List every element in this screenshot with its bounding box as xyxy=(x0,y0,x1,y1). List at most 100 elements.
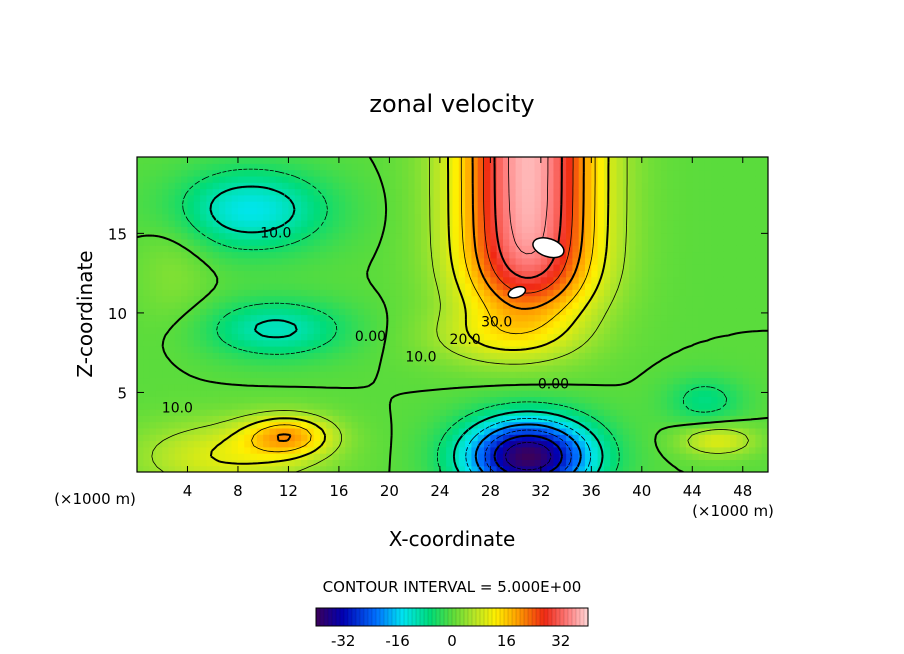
field-cell xyxy=(332,358,340,366)
field-cell xyxy=(256,327,264,334)
field-cell xyxy=(471,440,479,448)
field-cell xyxy=(174,283,182,290)
field-cell xyxy=(338,346,346,353)
field-cell xyxy=(269,182,277,190)
field-cell xyxy=(193,427,201,435)
field-cell xyxy=(414,358,422,366)
field-cell xyxy=(641,352,649,360)
field-cell xyxy=(345,390,353,397)
field-cell xyxy=(591,232,599,240)
field-cell xyxy=(610,232,618,240)
field-cell xyxy=(155,459,163,467)
field-cell xyxy=(137,459,144,467)
field-cell xyxy=(685,346,693,353)
field-cell xyxy=(616,238,624,246)
field-cell xyxy=(685,226,693,234)
field-cell xyxy=(168,289,176,297)
field-cell xyxy=(648,308,656,316)
field-cell xyxy=(313,194,321,202)
field-cell xyxy=(553,364,561,372)
field-cell xyxy=(502,377,510,385)
field-cell xyxy=(591,264,599,271)
field-cell xyxy=(288,157,296,164)
field-cell xyxy=(193,333,201,341)
field-cell xyxy=(591,295,599,303)
field-cell xyxy=(364,459,372,467)
field-cell xyxy=(345,465,353,472)
field-cell xyxy=(452,346,460,353)
field-cell xyxy=(294,264,302,271)
field-cell xyxy=(698,314,706,322)
field-cell xyxy=(345,333,353,341)
field-cell xyxy=(370,346,378,353)
field-cell xyxy=(307,465,315,472)
field-cell xyxy=(711,459,719,467)
field-cell xyxy=(427,308,435,316)
field-cell xyxy=(250,257,258,265)
field-cell xyxy=(345,232,353,240)
field-cell xyxy=(149,358,157,366)
field-cell xyxy=(484,238,491,246)
field-cell xyxy=(730,169,738,177)
field-cell xyxy=(351,194,359,202)
field-cell xyxy=(376,257,384,265)
field-cell xyxy=(648,157,656,164)
field-cell xyxy=(256,453,264,460)
field-cell xyxy=(723,434,731,442)
field-cell xyxy=(155,358,163,366)
field-cell xyxy=(660,301,668,309)
field-cell xyxy=(439,352,447,360)
field-cell xyxy=(288,465,296,472)
field-cell xyxy=(376,446,384,454)
field-cell xyxy=(420,421,428,429)
field-cell xyxy=(610,415,618,423)
field-cell xyxy=(559,226,567,234)
field-cell xyxy=(528,251,536,259)
field-cell xyxy=(206,459,214,467)
field-cell xyxy=(490,238,498,246)
field-cell xyxy=(237,220,245,227)
field-cell xyxy=(698,415,706,423)
field-cell xyxy=(730,415,738,423)
field-cell xyxy=(673,232,681,240)
field-cell xyxy=(458,339,466,347)
field-cell xyxy=(319,396,327,404)
field-cell xyxy=(408,377,416,385)
field-cell xyxy=(143,465,151,472)
field-cell xyxy=(351,201,359,208)
field-cell xyxy=(162,320,170,328)
field-cell xyxy=(547,226,555,234)
field-cell xyxy=(502,264,510,271)
field-cell xyxy=(301,320,308,328)
field-cell xyxy=(578,157,586,164)
field-cell xyxy=(635,459,643,467)
field-cell xyxy=(559,402,567,410)
field-cell xyxy=(679,308,687,316)
field-cell xyxy=(200,232,208,240)
field-cell xyxy=(395,188,403,196)
field-cell xyxy=(559,390,567,397)
field-cell xyxy=(351,289,359,297)
field-cell xyxy=(395,364,403,372)
field-cell xyxy=(181,396,189,404)
field-cell xyxy=(723,421,731,429)
field-cell xyxy=(603,427,611,435)
field-cell xyxy=(427,220,435,227)
field-cell xyxy=(465,390,473,397)
field-cell xyxy=(515,207,523,215)
field-cell xyxy=(597,238,605,246)
field-cell xyxy=(263,434,271,442)
field-cell xyxy=(326,364,334,372)
field-cell xyxy=(559,415,567,423)
field-cell xyxy=(395,283,403,290)
field-cell xyxy=(408,238,416,246)
field-cell xyxy=(427,283,435,290)
field-cell xyxy=(200,465,208,472)
field-cell xyxy=(667,409,674,416)
field-cell xyxy=(742,415,750,423)
field-cell xyxy=(673,226,681,234)
field-cell xyxy=(749,163,756,171)
field-cell xyxy=(635,371,643,379)
field-cell xyxy=(490,358,498,366)
field-cell xyxy=(477,396,485,404)
